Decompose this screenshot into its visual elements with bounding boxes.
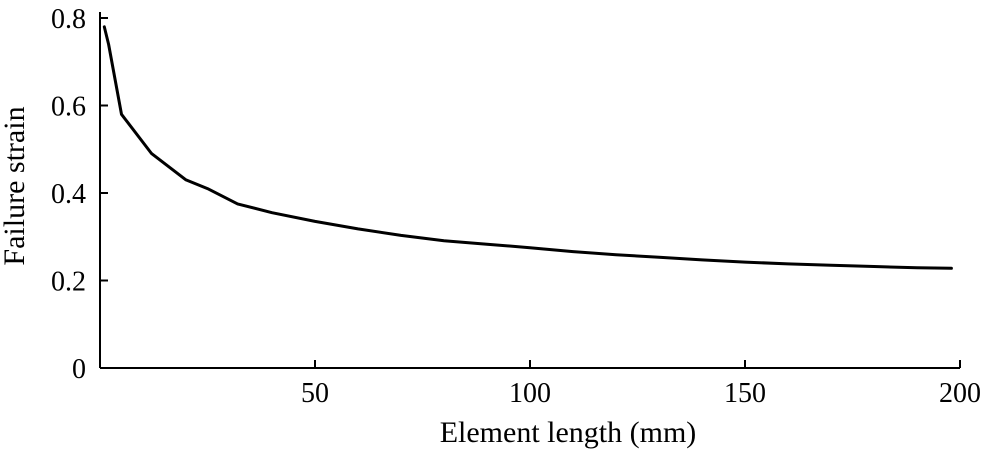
x-axis-title: Element length (mm) xyxy=(440,416,697,449)
axes xyxy=(99,12,960,369)
y-tick-label: 0 xyxy=(72,354,86,385)
x-tick-label: 150 xyxy=(724,378,766,409)
y-tick-label: 0.6 xyxy=(51,92,86,123)
y-tick-label: 0.4 xyxy=(51,179,86,210)
x-tick-label: 100 xyxy=(509,378,551,409)
y-axis-title: Failure strain xyxy=(0,106,31,265)
plot-area xyxy=(102,25,953,270)
y-tick-label: 0.2 xyxy=(51,267,86,298)
ticks: 0 0.2 0.4 0.6 0.8 50 100 150 200 xyxy=(51,4,981,409)
x-tick-label: 50 xyxy=(301,378,329,409)
x-tick-label: 200 xyxy=(939,378,981,409)
y-tick-label: 0.8 xyxy=(51,4,86,35)
series-line xyxy=(102,25,953,270)
